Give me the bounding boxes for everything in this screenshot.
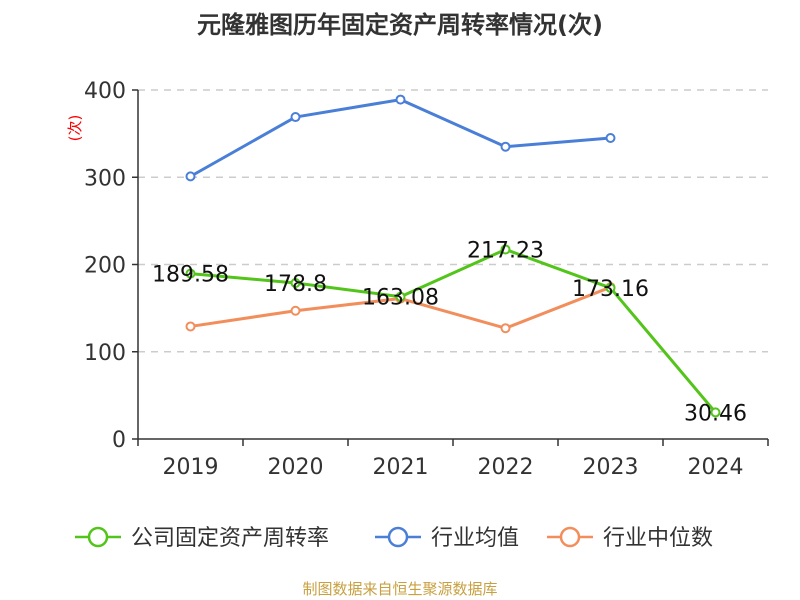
data-point xyxy=(605,132,616,143)
x-tick-label: 2023 xyxy=(583,455,639,480)
data-point xyxy=(500,141,511,152)
data-label: 163.08 xyxy=(362,286,439,311)
data-point xyxy=(290,112,301,123)
y-tick-label: 200 xyxy=(84,254,126,279)
x-tick-label: 2020 xyxy=(268,455,324,480)
source-note: 制图数据来自恒生聚源数据库 xyxy=(302,580,497,598)
data-point xyxy=(500,323,511,334)
x-tick-label: 2021 xyxy=(373,455,429,480)
y-axis-label: (次) xyxy=(66,115,84,142)
legend-label: 公司固定资产周转率 xyxy=(131,526,329,551)
data-point xyxy=(185,321,196,332)
legend-swatch-marker xyxy=(87,526,109,548)
y-tick-label: 100 xyxy=(84,341,126,366)
series-group xyxy=(185,94,721,418)
chart-title: 元隆雅图历年固定资产周转率情况(次) xyxy=(197,11,603,39)
data-label: 189.58 xyxy=(152,263,229,288)
legend-label: 行业均值 xyxy=(431,526,519,551)
legend: 公司固定资产周转率 行业均值 行业中位数 xyxy=(75,526,713,551)
legend-label: 行业中位数 xyxy=(603,526,713,551)
data-point xyxy=(185,268,196,279)
x-tick-label: 2024 xyxy=(688,455,744,480)
legend-swatch-marker xyxy=(387,526,409,548)
data-point xyxy=(185,171,196,182)
data-point xyxy=(290,277,301,288)
series-line-0 xyxy=(190,247,717,414)
data-point xyxy=(395,94,406,105)
y-tick-label: 300 xyxy=(84,166,126,191)
data-label: 178.8 xyxy=(264,272,327,297)
y-tick-label: 400 xyxy=(84,79,126,104)
data-label: 30.46 xyxy=(684,401,747,426)
y-tick-label: 0 xyxy=(112,428,126,453)
data-point xyxy=(605,282,616,293)
data-labels: 189.58 178.8 163.08 217.23 173.16 30.46 xyxy=(152,238,747,426)
axes: 0 100 200 300 400 2019 2020 2021 2022 2023 2024 xyxy=(84,79,769,480)
data-point xyxy=(290,305,301,316)
data-point xyxy=(500,244,511,255)
data-label: 217.23 xyxy=(467,238,544,263)
data-point xyxy=(710,407,721,418)
x-tick-label: 2019 xyxy=(163,455,219,480)
series-line-1 xyxy=(189,98,611,178)
legend-swatch-marker xyxy=(559,526,581,548)
data-point xyxy=(395,291,406,302)
x-tick-label: 2022 xyxy=(478,455,534,480)
data-label: 173.16 xyxy=(572,277,649,302)
